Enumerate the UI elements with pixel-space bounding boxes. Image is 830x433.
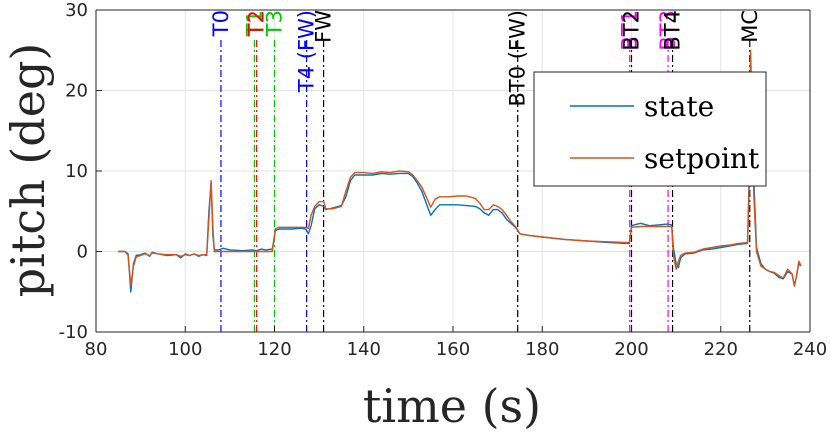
legend: state setpoint [533,71,767,187]
event-label: MC [738,10,762,43]
y-tick-label: 20 [65,81,88,102]
y-tick-label: 0 [77,242,88,263]
x-tick-label: 180 [525,339,559,360]
event-label: BT0 (FW) [506,10,530,107]
legend-entry: state [644,90,714,123]
x-tick-label: 80 [85,339,108,360]
event-label: T0 [209,10,233,37]
x-tick-label: 100 [168,339,202,360]
y-tick-label: 30 [65,0,88,21]
x-tick-label: 200 [614,339,648,360]
event-label: FW [312,10,336,43]
x-tick-label: 160 [436,339,470,360]
legend-box [533,71,767,187]
event-label: BT3 [656,10,680,51]
data-series [118,49,802,293]
x-axis-title: time (s) [363,379,541,433]
x-tick-label: 240 [793,339,827,360]
x-tick-label: 220 [704,339,738,360]
axes: 80 100 120 140 160 180 200 220 240 -10 0 10 20 30 [59,0,828,360]
y-axis-title: pitch (deg) [1,43,55,298]
y-tick-label: 10 [65,161,88,182]
event-label: BT4 [661,10,685,51]
x-tick-label: 120 [257,339,291,360]
event-label: T4 (FW) [295,10,319,93]
event-label: T2 [245,10,269,37]
series-line-setpoint [118,49,802,287]
event-label: T1 [242,10,266,37]
legend-entry: setpoint [644,142,760,175]
event-label: T3 [263,10,287,37]
x-tick-label: 140 [347,339,381,360]
event-label: BT1 [618,10,642,51]
event-label: BT2 [620,10,644,51]
y-tick-label: -10 [59,322,88,343]
